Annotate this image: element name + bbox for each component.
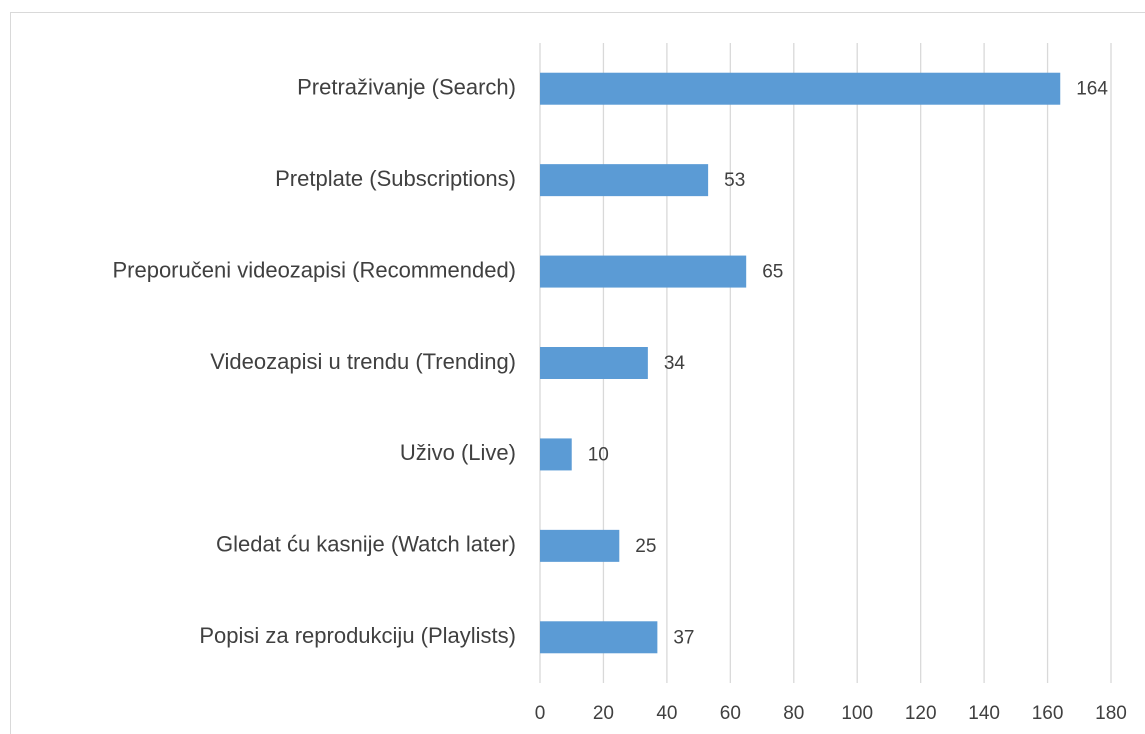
bar	[540, 621, 658, 654]
value-label: 34	[664, 353, 686, 374]
x-tick-label: 160	[1032, 703, 1064, 724]
x-tick-label: 40	[656, 703, 677, 724]
x-tick-label: 140	[968, 703, 1000, 724]
chart-border	[10, 12, 1145, 734]
x-tick-label: 60	[720, 703, 741, 724]
y-tick-label: Gledat ću kasnije (Watch later)	[216, 532, 516, 557]
x-tick-label: 20	[593, 703, 614, 724]
x-tick-label: 180	[1095, 703, 1127, 724]
bar	[540, 529, 620, 562]
value-label: 10	[588, 444, 609, 465]
x-tick-label: 0	[535, 703, 546, 724]
value-label: 37	[673, 627, 694, 648]
x-tick-label: 100	[841, 703, 873, 724]
value-label: 53	[724, 170, 745, 191]
y-tick-label: Pretraživanje (Search)	[297, 75, 516, 100]
value-label: 65	[762, 262, 783, 283]
value-label: 25	[635, 536, 656, 557]
y-tick-label: Preporučeni videozapisi (Recommended)	[112, 257, 516, 282]
x-tick-label: 80	[783, 703, 804, 724]
y-tick-label: Uživo (Live)	[400, 440, 516, 465]
x-tick-label: 120	[905, 703, 937, 724]
y-tick-label: Popisi za reprodukciju (Playlists)	[199, 623, 516, 648]
bar	[540, 438, 572, 471]
bar	[540, 255, 747, 288]
bar	[540, 72, 1061, 105]
bar	[540, 164, 709, 197]
bar	[540, 347, 648, 379]
y-tick-label: Videozapisi u trendu (Trending)	[210, 349, 516, 374]
value-label: 164	[1076, 79, 1108, 100]
y-tick-label: Pretplate (Subscriptions)	[275, 166, 516, 191]
